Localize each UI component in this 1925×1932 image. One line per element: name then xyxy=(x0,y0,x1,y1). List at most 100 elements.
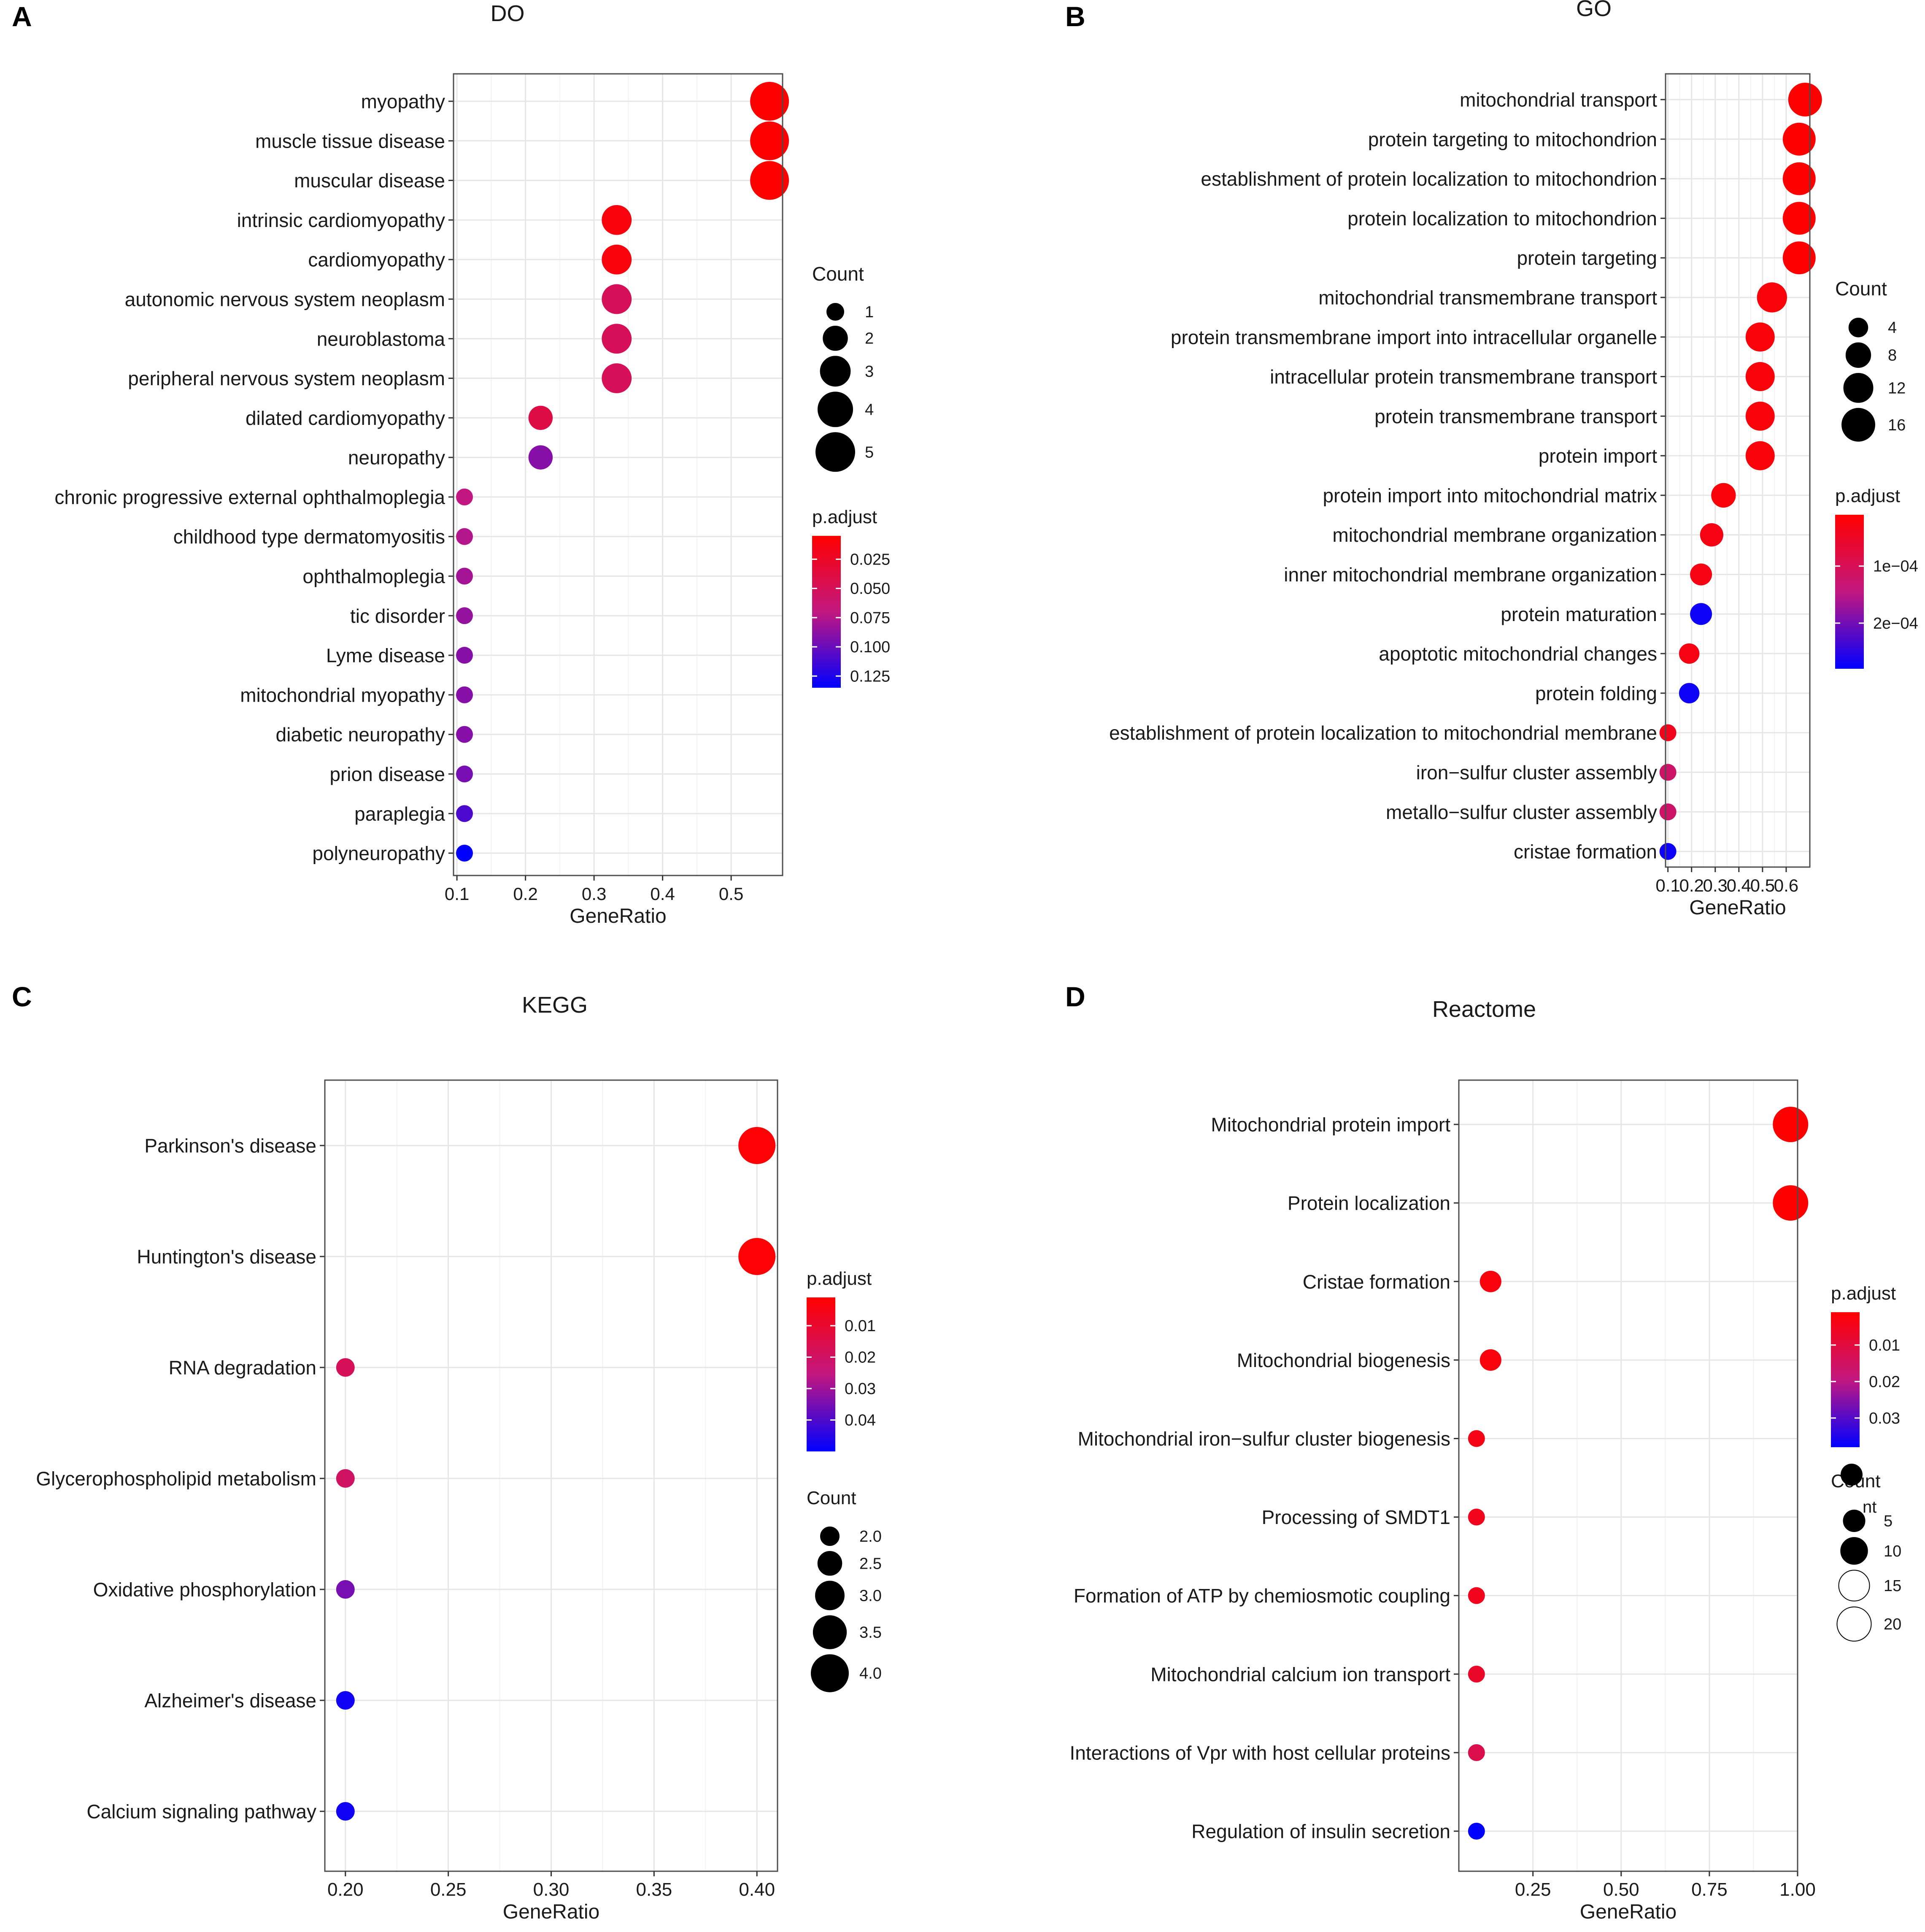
category-label: myopathy xyxy=(361,91,445,113)
category-label: mitochondrial membrane organization xyxy=(1332,524,1657,546)
panel-a: A DO myopathy muscle tissue disease muscular… xyxy=(12,1,890,927)
data-point xyxy=(456,528,473,545)
plot-border xyxy=(1665,73,1811,868)
size-key-label: 2.5 xyxy=(859,1555,882,1573)
x-tick-label: 0.5 xyxy=(719,884,743,904)
legend-title: Count xyxy=(1835,278,1887,300)
category-label: metallo−sulfur cluster assembly xyxy=(1386,801,1657,823)
size-key-label: 15 xyxy=(1884,1577,1901,1595)
data-point xyxy=(1468,1430,1485,1447)
x-tick-label: 0.75 xyxy=(1691,1879,1728,1900)
size-key-label: 5 xyxy=(1884,1513,1893,1530)
category-label: Interactions of Vpr with host cellular p… xyxy=(1069,1742,1450,1764)
data-points xyxy=(456,82,789,862)
data-point xyxy=(1745,441,1775,470)
size-key-label: 8 xyxy=(1888,347,1897,365)
category-label: apoptotic mitochondrial changes xyxy=(1379,643,1657,665)
colorbar-label: 0.075 xyxy=(850,609,890,627)
x-tick-label: 0.6 xyxy=(1774,875,1798,895)
category-label: Cristae formation xyxy=(1303,1271,1450,1293)
category-label: Mitochondrial iron−sulfur cluster biogen… xyxy=(1078,1428,1450,1450)
data-point xyxy=(336,1580,355,1599)
colorbar xyxy=(1831,1312,1860,1447)
data-point xyxy=(456,488,473,505)
data-point xyxy=(1690,603,1712,625)
x-tick-label: 0.25 xyxy=(430,1879,467,1900)
category-label: neuroblastoma xyxy=(317,328,445,350)
data-point xyxy=(1468,1744,1485,1761)
legend-p-adjust: p.adjust 1e−04 2e−04 xyxy=(1835,486,1918,669)
grid xyxy=(1666,74,1810,867)
category-label: intrinsic cardiomyopathy xyxy=(237,209,445,231)
size-key-label: 16 xyxy=(1888,416,1906,434)
legend-count: Count 2.0 2.5 3.0 3.5 4.0 xyxy=(807,1488,882,1692)
category-label: peripheral nervous system neoplasm xyxy=(128,367,445,389)
panel-label-d: D xyxy=(1065,981,1085,1012)
category-label: mitochondrial transport xyxy=(1460,89,1657,111)
legend-title-fragment: nt xyxy=(1863,1498,1876,1516)
panel-c: C KEGG Parkinson's disease Huntington's dis… xyxy=(12,981,882,1923)
category-label: establishment of protein localization to… xyxy=(1201,168,1657,190)
x-tick-label: 0.4 xyxy=(1727,875,1751,895)
x-tick-label: 1.00 xyxy=(1779,1879,1816,1900)
data-point xyxy=(1468,1587,1485,1604)
data-point xyxy=(336,1358,355,1377)
colorbar-label: 0.100 xyxy=(850,638,890,656)
data-point xyxy=(1468,1823,1485,1840)
size-key xyxy=(1843,373,1874,403)
legend-title: Count xyxy=(807,1488,856,1508)
size-key xyxy=(820,1527,840,1546)
data-points xyxy=(1468,1107,1809,1840)
category-label: Glycerophospholipid metabolism xyxy=(36,1468,316,1490)
x-axis: 0.25 0.50 0.75 1.00 GeneRatio xyxy=(1515,1871,1816,1923)
category-label: chronic progressive external ophthalmopl… xyxy=(54,486,445,508)
data-point xyxy=(1679,643,1700,664)
legend-title: p.adjust xyxy=(1831,1283,1896,1304)
x-tick-label: 0.3 xyxy=(582,884,606,904)
colorbar xyxy=(1835,515,1864,669)
category-label: mitochondrial transmembrane transport xyxy=(1318,287,1657,309)
data-point xyxy=(456,686,473,703)
data-point xyxy=(1700,523,1723,547)
x-tick-label: 0.20 xyxy=(327,1879,364,1900)
data-point xyxy=(602,324,632,354)
x-axis: 0.1 0.2 0.3 0.4 0.5 GeneRatio xyxy=(445,875,743,927)
colorbar-label: 0.04 xyxy=(845,1412,876,1429)
category-label: establishment of protein localization to… xyxy=(1109,722,1657,744)
x-axis-label: GeneRatio xyxy=(1580,1901,1677,1923)
category-label: paraplegia xyxy=(354,803,445,825)
data-point xyxy=(1659,843,1677,860)
category-label: Parkinson's disease xyxy=(144,1135,316,1157)
plot-area xyxy=(454,74,783,875)
data-point xyxy=(1480,1349,1501,1371)
category-label: Lyme disease xyxy=(326,645,445,667)
legend-title: p.adjust xyxy=(812,507,877,527)
data-point xyxy=(738,1127,776,1164)
data-point xyxy=(1468,1665,1485,1683)
plot-area xyxy=(1459,1080,1798,1871)
data-point xyxy=(1745,401,1775,431)
category-label: RNA degradation xyxy=(169,1357,316,1379)
x-tick-label: 0.25 xyxy=(1515,1879,1551,1900)
size-key xyxy=(817,392,853,427)
size-key-label: 3.0 xyxy=(859,1587,882,1605)
legend-p-adjust: p.adjust 0.025 0.050 0.075 0.100 0.125 xyxy=(812,507,890,688)
category-label: Mitochondrial calcium ion transport xyxy=(1150,1663,1450,1685)
colorbar-label: 0.03 xyxy=(845,1380,876,1398)
size-key-label: 12 xyxy=(1888,379,1906,397)
data-point xyxy=(336,1691,355,1710)
chart-title: Reactome xyxy=(1432,997,1536,1022)
x-tick-label: 0.2 xyxy=(513,884,537,904)
legend-title: p.adjust xyxy=(1835,486,1900,506)
panel-label-a: A xyxy=(12,1,32,32)
category-label: Regulation of insulin secretion xyxy=(1191,1821,1450,1843)
size-key-label: 4 xyxy=(1888,319,1897,337)
colorbar xyxy=(807,1297,835,1451)
data-point xyxy=(528,445,553,470)
data-point xyxy=(602,363,632,393)
category-label: cristae formation xyxy=(1514,841,1657,863)
colorbar xyxy=(812,536,841,688)
data-point xyxy=(1745,362,1775,392)
colorbar-label: 0.02 xyxy=(1869,1373,1900,1391)
data-point xyxy=(456,726,473,743)
